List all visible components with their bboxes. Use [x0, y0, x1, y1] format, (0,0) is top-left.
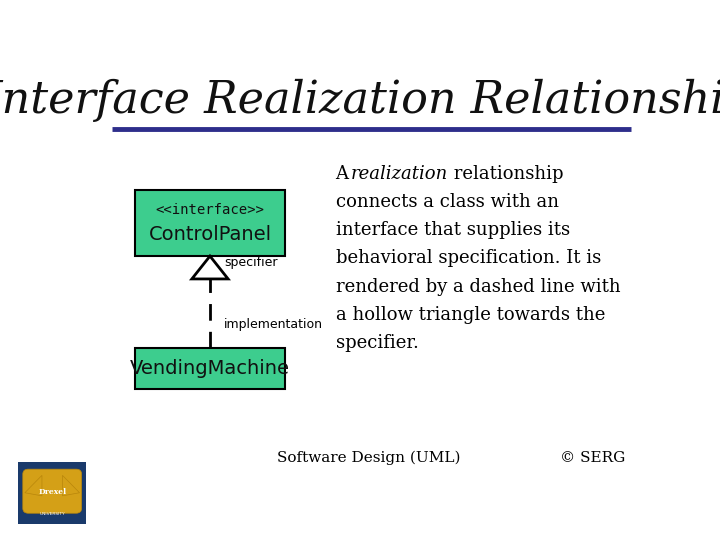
Text: Interface Realization Relationship: Interface Realization Relationship — [0, 78, 720, 122]
Text: © SERG: © SERG — [560, 451, 626, 465]
Text: connects a class with an: connects a class with an — [336, 193, 559, 211]
Text: <<interface>>: <<interface>> — [156, 204, 264, 217]
Text: A: A — [336, 165, 354, 183]
Text: a hollow triangle towards the: a hollow triangle towards the — [336, 306, 605, 324]
FancyBboxPatch shape — [18, 462, 86, 524]
Text: behavioral specification. It is: behavioral specification. It is — [336, 249, 600, 267]
FancyBboxPatch shape — [23, 469, 81, 513]
Polygon shape — [63, 475, 79, 496]
Text: interface that supplies its: interface that supplies its — [336, 221, 570, 239]
Text: specifier: specifier — [224, 256, 277, 269]
FancyBboxPatch shape — [135, 348, 285, 389]
Text: implementation: implementation — [224, 318, 323, 331]
Text: UNIVERSITY: UNIVERSITY — [40, 512, 65, 516]
Polygon shape — [24, 475, 42, 496]
Text: ControlPanel: ControlPanel — [148, 225, 271, 244]
Text: Drexel: Drexel — [38, 488, 66, 496]
Polygon shape — [192, 256, 228, 279]
Text: relationship: relationship — [448, 165, 563, 183]
Text: rendered by a dashed line with: rendered by a dashed line with — [336, 278, 620, 296]
Text: specifier.: specifier. — [336, 334, 418, 352]
Text: VendingMachine: VendingMachine — [130, 359, 290, 378]
Text: Software Design (UML): Software Design (UML) — [277, 450, 461, 465]
Text: realization: realization — [351, 165, 448, 183]
FancyBboxPatch shape — [135, 190, 285, 256]
